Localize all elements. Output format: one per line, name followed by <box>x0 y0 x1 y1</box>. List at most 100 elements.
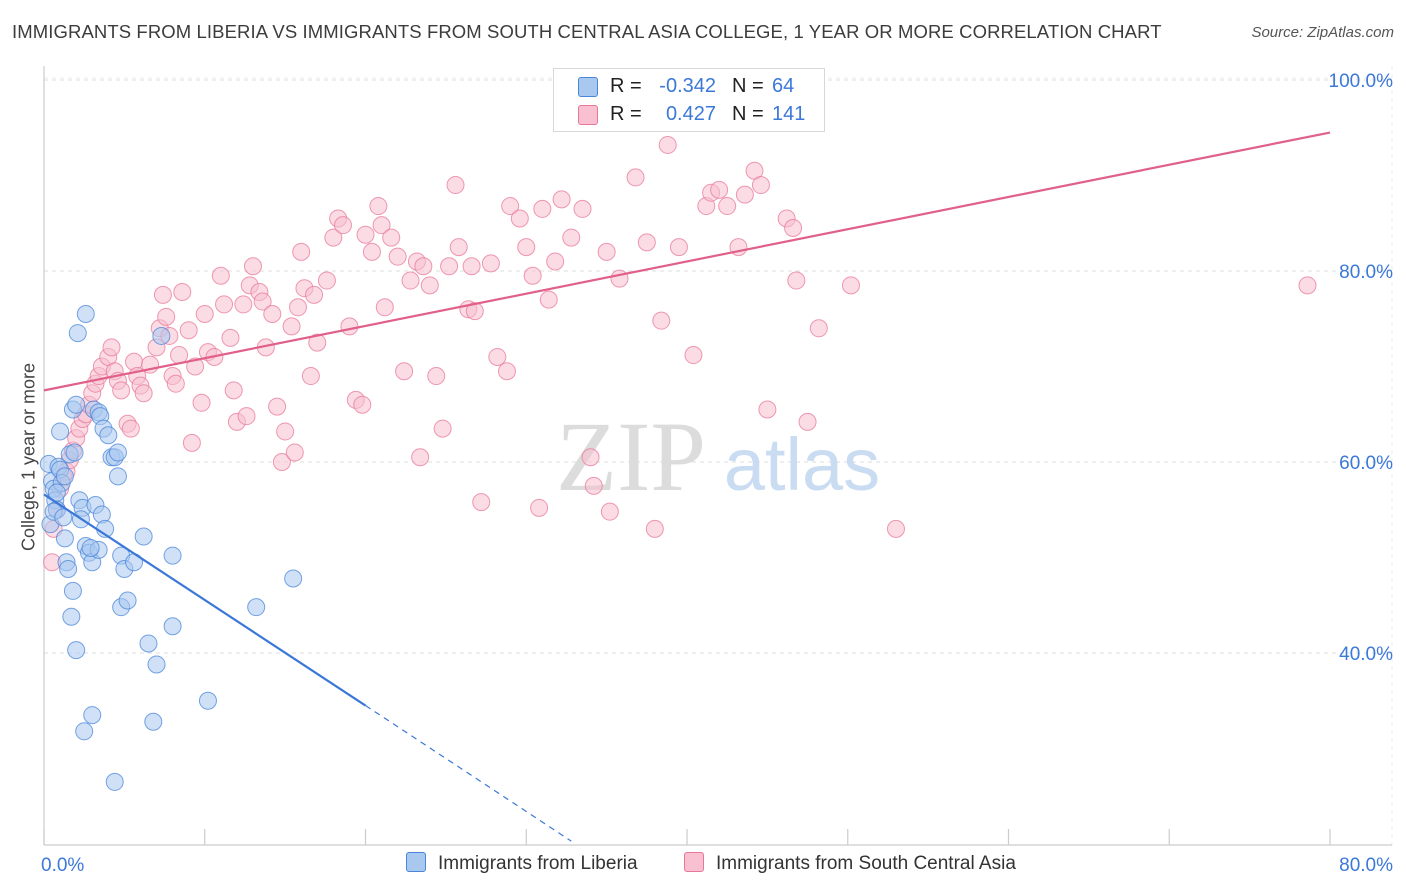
point-liberia <box>152 326 171 345</box>
point-south-central-asia <box>121 419 140 438</box>
point-liberia <box>108 443 127 462</box>
point-liberia <box>63 581 82 600</box>
point-south-central-asia <box>809 319 828 338</box>
point-south-central-asia <box>533 199 552 218</box>
point-liberia <box>81 538 100 557</box>
legend-item-liberia[interactable]: Immigrants from Liberia <box>406 852 638 875</box>
point-south-central-asia <box>465 302 484 321</box>
point-south-central-asia <box>153 285 172 304</box>
point-liberia <box>105 772 124 791</box>
axes <box>43 66 1392 846</box>
point-liberia <box>67 641 86 660</box>
point-south-central-asia <box>173 283 192 302</box>
point-liberia <box>247 598 266 617</box>
point-south-central-asia <box>186 357 205 376</box>
point-south-central-asia <box>382 228 401 247</box>
point-liberia <box>76 304 95 323</box>
point-liberia <box>99 426 118 445</box>
point-liberia <box>147 655 166 674</box>
point-liberia <box>55 529 74 548</box>
point-south-central-asia <box>195 304 214 323</box>
point-south-central-asia <box>372 216 391 235</box>
point-south-central-asia <box>446 176 465 195</box>
r-value: -0.342 <box>659 75 716 97</box>
point-south-central-asia <box>523 266 542 285</box>
point-south-central-asia <box>481 254 500 273</box>
point-south-central-asia <box>268 397 287 416</box>
r-label: R = <box>610 103 642 125</box>
point-south-central-asia <box>497 362 516 381</box>
point-liberia <box>55 467 74 486</box>
point-liberia <box>118 591 137 610</box>
point-south-central-asia <box>645 519 664 538</box>
y-tick-label: 40.0% <box>1339 644 1393 665</box>
point-south-central-asia <box>433 419 452 438</box>
point-south-central-asia <box>388 247 407 266</box>
point-liberia <box>67 395 86 414</box>
point-south-central-asia <box>787 271 806 290</box>
point-south-central-asia <box>597 242 616 261</box>
correlation-stats-box: R = -0.342 N = 64 R = 0.427 N = 141 <box>553 68 825 132</box>
point-south-central-asia <box>449 238 468 257</box>
point-south-central-asia <box>841 276 860 295</box>
legend-item-south-central-asia[interactable]: Immigrants from South Central Asia <box>684 852 1016 875</box>
y-axis-label: College, 1 year or more <box>18 362 39 552</box>
y-tick-label: 100.0% <box>1329 71 1394 92</box>
point-south-central-asia <box>1298 276 1317 295</box>
point-south-central-asia <box>369 197 388 216</box>
point-south-central-asia <box>317 271 336 290</box>
point-liberia <box>65 443 84 462</box>
trend-line-liberia <box>43 493 367 707</box>
point-liberia <box>47 483 66 502</box>
point-south-central-asia <box>375 298 394 317</box>
point-south-central-asia <box>353 395 372 414</box>
n-label: N = <box>732 75 764 97</box>
point-south-central-asia <box>510 209 529 228</box>
point-south-central-asia <box>552 190 571 209</box>
point-south-central-asia <box>276 422 295 441</box>
legend-swatch-liberia <box>406 852 426 872</box>
legend-swatch-south-central-asia <box>684 852 704 872</box>
point-south-central-asia <box>112 381 131 400</box>
point-south-central-asia <box>305 285 324 304</box>
watermark-zip: ZIP <box>556 401 706 512</box>
point-south-central-asia <box>182 433 201 452</box>
point-south-central-asia <box>573 199 592 218</box>
point-liberia <box>59 559 78 578</box>
x-tick-label: 0.0% <box>41 855 84 876</box>
point-south-central-asia <box>211 266 230 285</box>
point-south-central-asia <box>562 228 581 247</box>
point-south-central-asia <box>758 400 777 419</box>
point-south-central-asia <box>215 295 234 314</box>
point-south-central-asia <box>285 443 304 462</box>
point-liberia <box>139 634 158 653</box>
point-south-central-asia <box>414 257 433 276</box>
point-south-central-asia <box>735 185 754 204</box>
point-south-central-asia <box>356 225 375 244</box>
point-liberia <box>54 508 73 527</box>
point-south-central-asia <box>798 412 817 431</box>
point-liberia <box>284 569 303 588</box>
point-south-central-asia <box>301 367 320 386</box>
point-south-central-asia <box>784 219 803 238</box>
point-liberia <box>62 607 81 626</box>
point-south-central-asia <box>427 367 446 386</box>
point-liberia <box>134 527 153 546</box>
chart-title: IMMIGRANTS FROM LIBERIA VS IMMIGRANTS FR… <box>12 21 1162 42</box>
point-liberia <box>75 722 94 741</box>
source-label: Source: ZipAtlas.com <box>1251 24 1394 41</box>
point-south-central-asia <box>292 242 311 261</box>
point-liberia <box>51 422 70 441</box>
point-south-central-asia <box>192 393 211 412</box>
point-liberia <box>108 467 127 486</box>
point-south-central-asia <box>546 252 565 271</box>
point-liberia <box>198 691 217 710</box>
point-south-central-asia <box>324 228 343 247</box>
point-south-central-asia <box>411 448 430 467</box>
point-south-central-asia <box>243 257 262 276</box>
point-south-central-asia <box>282 317 301 336</box>
point-south-central-asia <box>462 257 481 276</box>
point-south-central-asia <box>710 180 729 199</box>
point-south-central-asia <box>263 304 282 323</box>
